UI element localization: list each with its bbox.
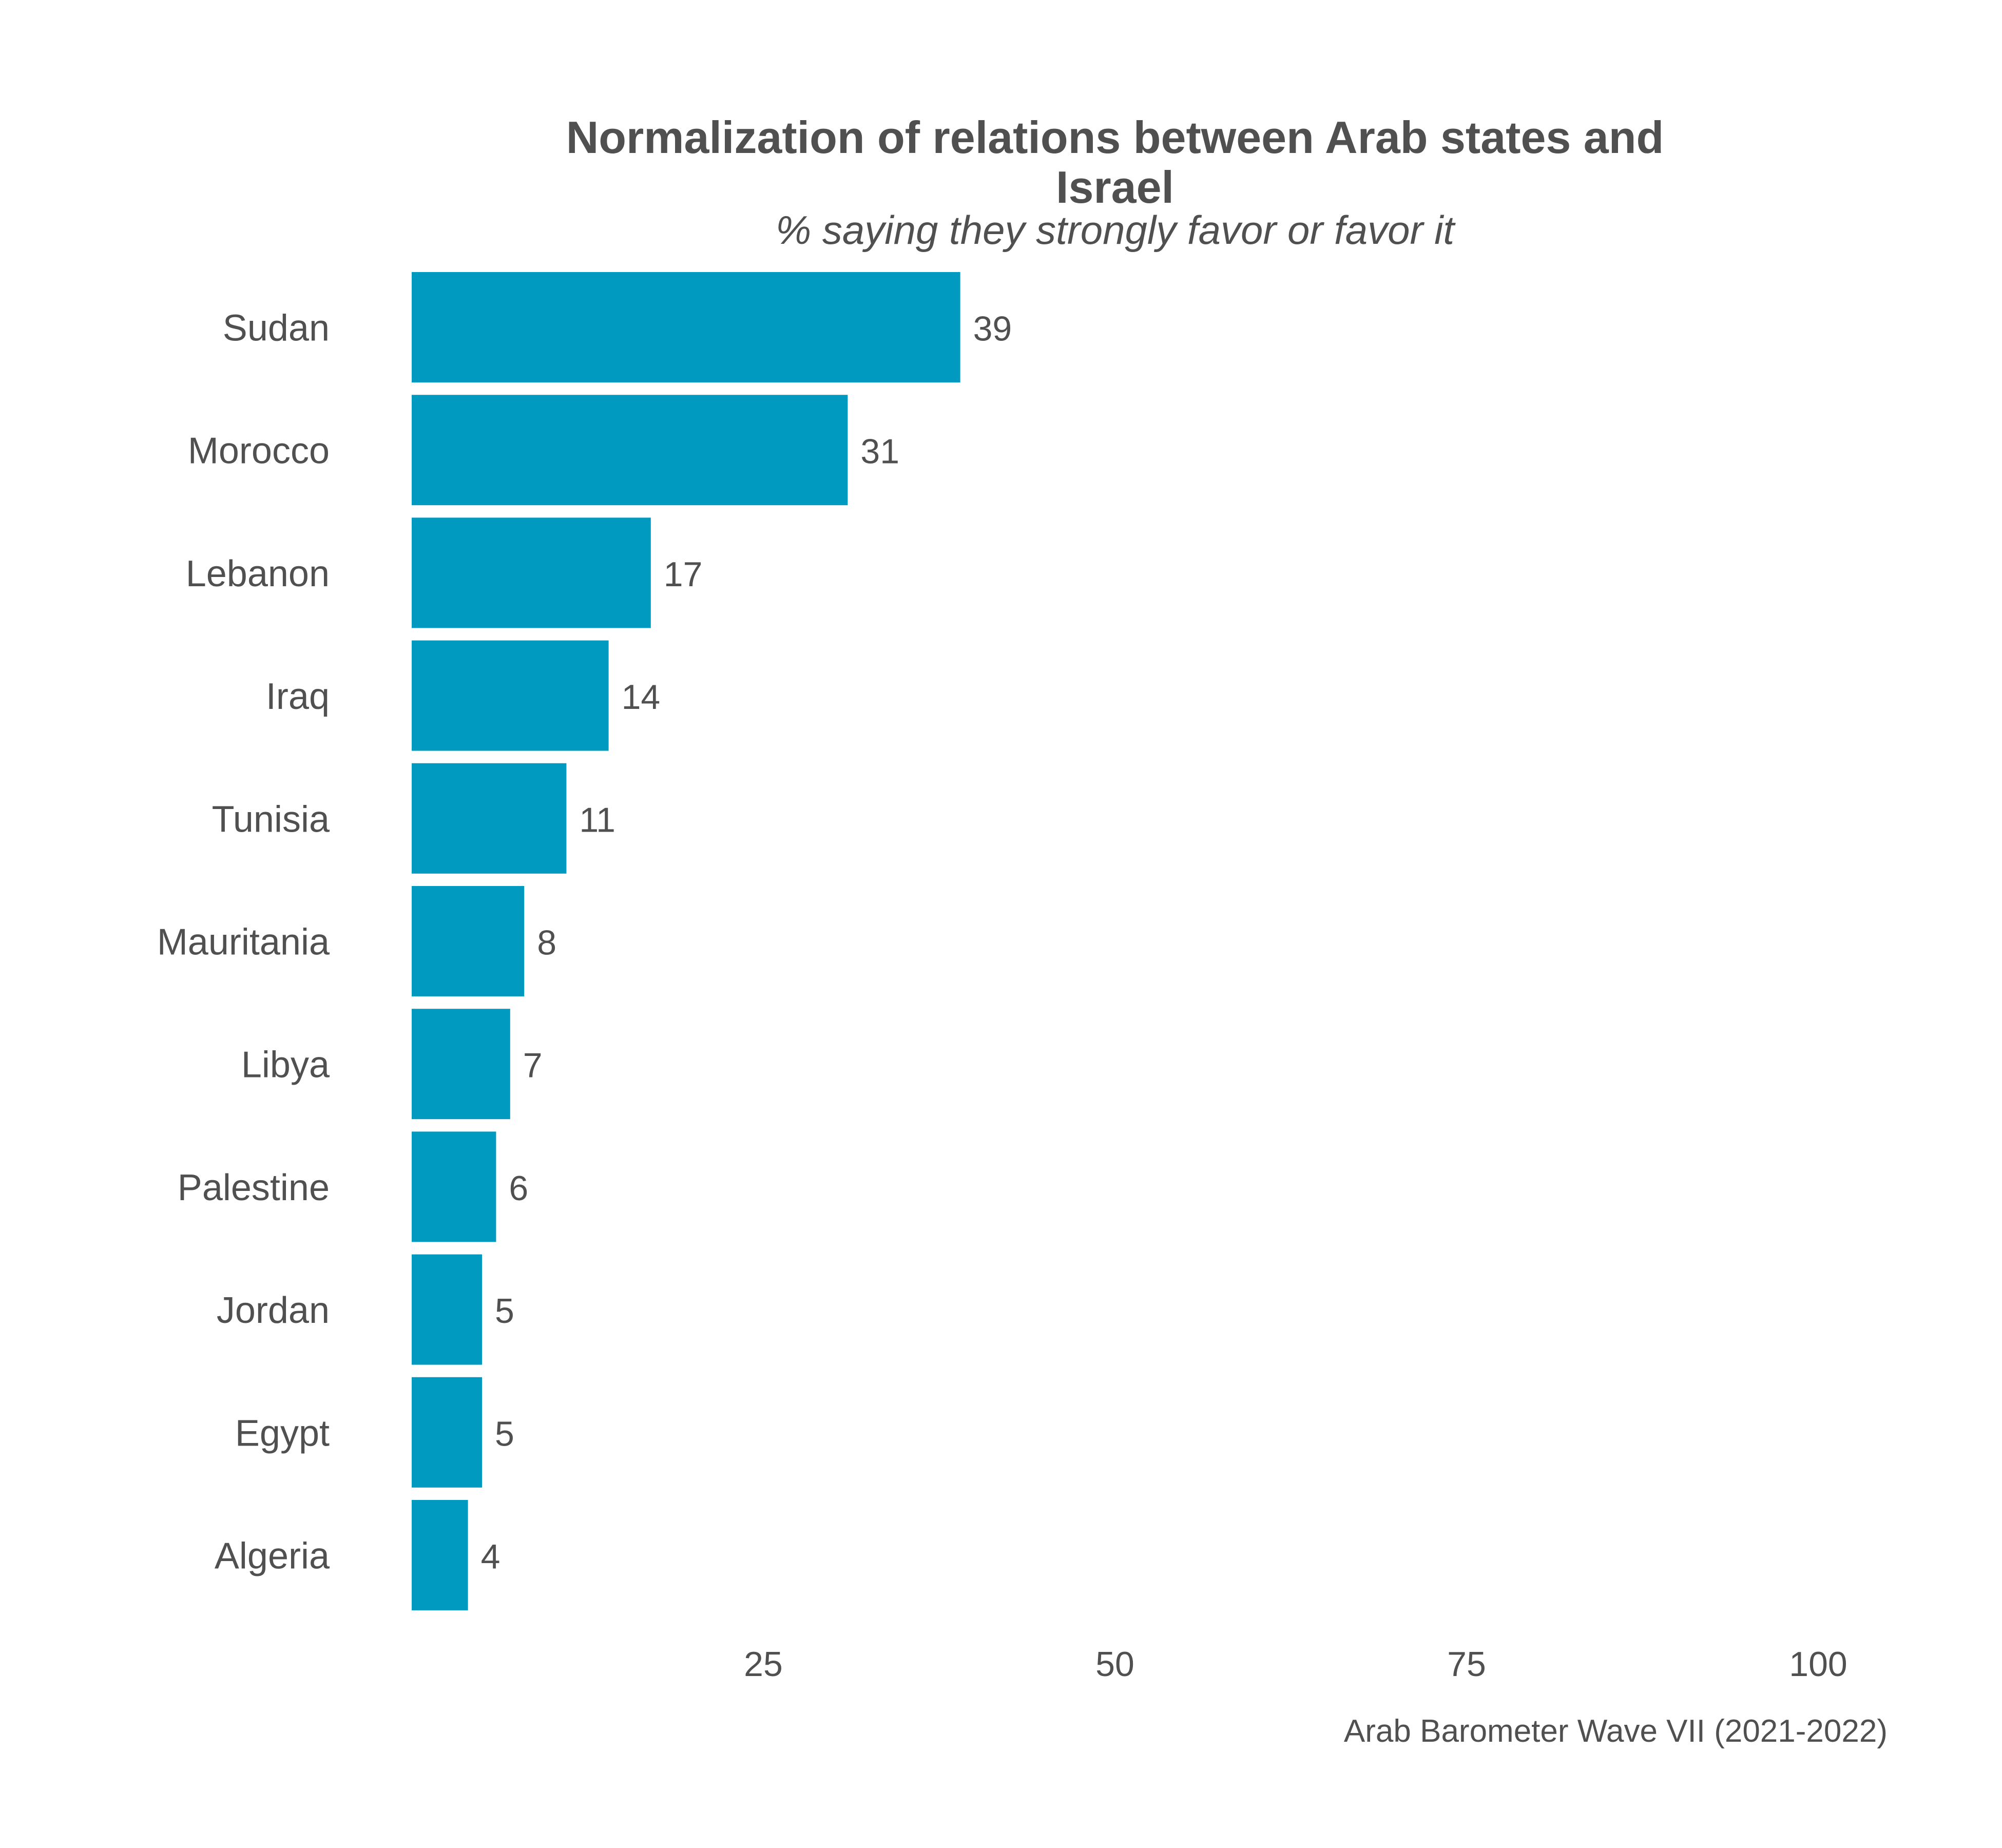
bar-sudan [412, 272, 960, 382]
data-label: 31 [860, 432, 899, 471]
category-label: Iraq [266, 676, 330, 717]
data-label: 17 [664, 555, 703, 594]
bars-group: Sudan 39 Morocco 31 Lebanon 17 Iraq 14 Tunisia 11… [157, 272, 1012, 1610]
category-label: Mauritania [157, 922, 330, 963]
bar-tunisia [412, 763, 567, 874]
bar-egypt [412, 1377, 482, 1488]
category-label: Palestine [178, 1167, 330, 1208]
category-label: Tunisia [212, 799, 330, 840]
category-label: Jordan [217, 1290, 330, 1331]
chart-title-line-1: Normalization of relations between Arab … [566, 112, 1664, 163]
data-label: 7 [523, 1046, 543, 1085]
data-label: 6 [509, 1169, 528, 1208]
chart-subtitle: % saying they strongly favor or favor it [776, 207, 1456, 253]
category-label: Sudan [223, 308, 330, 349]
bar-libya [412, 1009, 510, 1120]
bar-lebanon [412, 517, 651, 628]
category-label: Libya [241, 1045, 330, 1086]
data-label: 11 [579, 800, 615, 839]
data-label: 4 [481, 1537, 500, 1576]
bar-morocco [412, 395, 848, 506]
x-tick-label: 100 [1789, 1645, 1847, 1684]
bar-algeria [412, 1500, 468, 1610]
chart-title-line-2: Israel [1056, 162, 1174, 213]
bar-mauritania [412, 886, 525, 996]
x-tick-label: 25 [744, 1645, 783, 1684]
chart-caption: Arab Barometer Wave VII (2021-2022) [1344, 1714, 1888, 1749]
data-label: 8 [537, 923, 556, 962]
category-label: Algeria [215, 1536, 330, 1577]
data-label: 14 [622, 678, 661, 717]
x-tick-label: 50 [1095, 1645, 1134, 1684]
x-tick-label: 75 [1447, 1645, 1486, 1684]
data-label: 5 [495, 1292, 514, 1331]
category-label: Morocco [188, 431, 330, 472]
data-label: 39 [973, 310, 1012, 349]
x-axis-ticks: 25 50 75 100 [744, 1645, 1847, 1684]
bar-palestine [412, 1131, 496, 1242]
bar-jordan [412, 1254, 482, 1365]
category-label: Egypt [235, 1413, 330, 1454]
category-label: Lebanon [186, 553, 330, 594]
data-label: 5 [495, 1414, 514, 1453]
bar-iraq [412, 640, 609, 751]
